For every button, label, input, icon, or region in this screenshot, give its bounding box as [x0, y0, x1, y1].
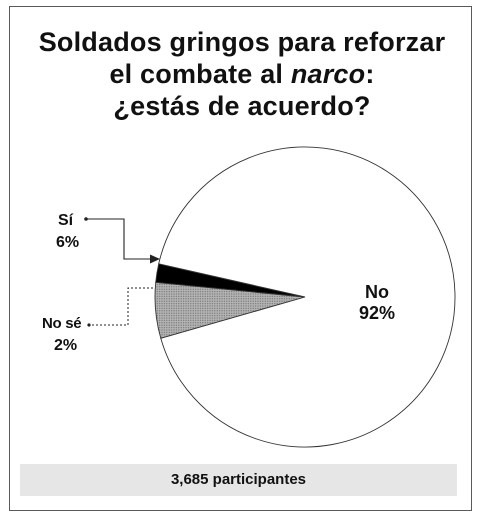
slice-no — [158, 146, 456, 448]
value-no-se: 2% — [54, 337, 77, 354]
title-line-1: Soldados gringos para reforzar — [38, 27, 446, 57]
title-line-2: el combate al narco: — [109, 59, 375, 89]
callout-line-no-se — [89, 287, 153, 326]
title-line-3: ¿estás de acuerdo? — [113, 91, 371, 121]
callout-line-si — [86, 218, 152, 260]
chart-title: Soldados gringos para reforzar el combat… — [0, 26, 484, 122]
callout-dot-si — [84, 217, 88, 221]
participants-footer: 3,685 participantes — [20, 464, 457, 496]
label-no-se: No sé — [42, 315, 81, 332]
label-no: No — [365, 282, 389, 302]
title-emphasis: narco — [290, 59, 366, 89]
value-si: 6% — [56, 234, 79, 251]
callout-dot-no-se — [87, 323, 91, 327]
callout-arrow-si — [150, 254, 160, 264]
label-si: Sí — [58, 212, 74, 229]
value-no: 92% — [359, 303, 395, 323]
